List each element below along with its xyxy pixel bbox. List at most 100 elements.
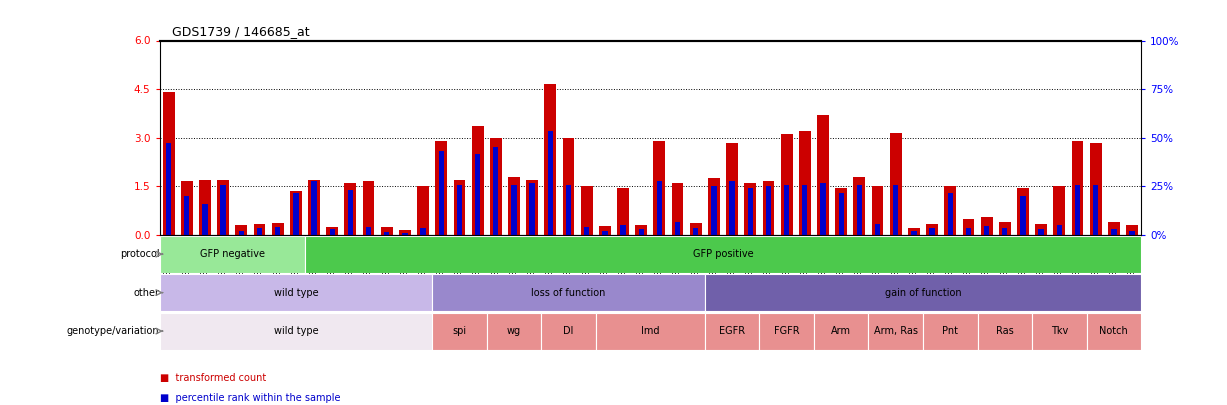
Bar [708, 178, 720, 235]
Bar [475, 154, 480, 235]
Bar [856, 185, 863, 235]
Text: GDS1739 / 146685_at: GDS1739 / 146685_at [172, 26, 309, 38]
Bar [854, 177, 865, 235]
Bar [217, 180, 229, 235]
Bar [438, 151, 444, 235]
Text: Ras: Ras [996, 326, 1014, 336]
Bar [454, 180, 465, 235]
Bar [306, 236, 1141, 273]
Bar [271, 223, 283, 235]
Bar [966, 228, 971, 235]
Bar [947, 193, 953, 235]
Bar [654, 141, 665, 235]
Text: loss of function: loss of function [531, 288, 606, 298]
Bar [1093, 185, 1098, 235]
Bar [1036, 224, 1047, 235]
Text: Arm: Arm [831, 326, 852, 336]
Bar [814, 313, 869, 350]
Bar [236, 225, 247, 235]
Text: Arm, Ras: Arm, Ras [874, 326, 918, 336]
Bar [508, 177, 520, 235]
Bar [290, 191, 302, 235]
Bar [545, 84, 556, 235]
Bar [1129, 231, 1135, 235]
Bar [690, 223, 702, 235]
Bar [566, 185, 572, 235]
Bar [493, 147, 498, 235]
Bar [312, 181, 317, 235]
Bar [638, 229, 644, 235]
Text: ■  percentile rank within the sample: ■ percentile rank within the sample [160, 393, 340, 403]
Bar [199, 180, 211, 235]
Bar [636, 224, 647, 235]
Bar [1017, 188, 1029, 235]
Bar [984, 226, 989, 235]
Bar [836, 188, 847, 235]
Bar [893, 185, 898, 235]
Bar [599, 226, 611, 235]
Bar [487, 313, 541, 350]
Bar [345, 183, 356, 235]
Bar [421, 228, 426, 235]
Text: protocol: protocol [120, 249, 160, 259]
Bar [184, 196, 189, 235]
Bar [747, 188, 753, 235]
Bar [541, 313, 596, 350]
Bar [432, 313, 487, 350]
Bar [596, 313, 704, 350]
Bar [1090, 143, 1102, 235]
Bar [417, 186, 429, 235]
Bar [978, 313, 1032, 350]
Bar [704, 274, 1141, 311]
Bar [275, 227, 280, 235]
Bar [1054, 186, 1065, 235]
Bar [712, 186, 717, 235]
Bar [1075, 185, 1080, 235]
Text: gain of function: gain of function [885, 288, 961, 298]
Bar [799, 131, 811, 235]
Bar [563, 138, 574, 235]
Bar [330, 229, 335, 235]
Text: FGFR: FGFR [774, 326, 800, 336]
Bar [999, 222, 1011, 235]
Text: EGFR: EGFR [719, 326, 745, 336]
Bar [908, 228, 920, 235]
Bar [399, 230, 411, 235]
Bar [402, 232, 407, 235]
Bar [221, 185, 226, 235]
Bar [1071, 141, 1083, 235]
Bar [929, 228, 935, 235]
Bar [347, 190, 353, 235]
Text: Notch: Notch [1099, 326, 1128, 336]
Bar [384, 232, 389, 235]
Bar [584, 227, 589, 235]
Bar [163, 92, 174, 235]
Bar [326, 227, 339, 235]
Bar [926, 224, 937, 235]
Bar [180, 181, 193, 235]
Bar [202, 204, 207, 235]
Bar [802, 185, 807, 235]
Bar [160, 236, 306, 273]
Bar [1032, 313, 1087, 350]
Bar [490, 138, 502, 235]
Text: wild type: wild type [274, 326, 318, 336]
Bar [602, 231, 607, 235]
Bar [656, 181, 663, 235]
Bar [308, 180, 320, 235]
Bar [160, 313, 432, 350]
Bar [890, 133, 902, 235]
Bar [293, 193, 298, 235]
Bar [530, 183, 535, 235]
Bar [1056, 224, 1063, 235]
Bar [547, 131, 553, 235]
Text: GFP positive: GFP positive [693, 249, 753, 259]
Bar [784, 185, 789, 235]
Bar [456, 185, 463, 235]
Bar [923, 313, 978, 350]
Bar [580, 186, 593, 235]
Bar [838, 193, 844, 235]
Text: genotype/variation: genotype/variation [67, 326, 160, 336]
Text: Imd: Imd [640, 326, 660, 336]
Bar [762, 181, 774, 235]
